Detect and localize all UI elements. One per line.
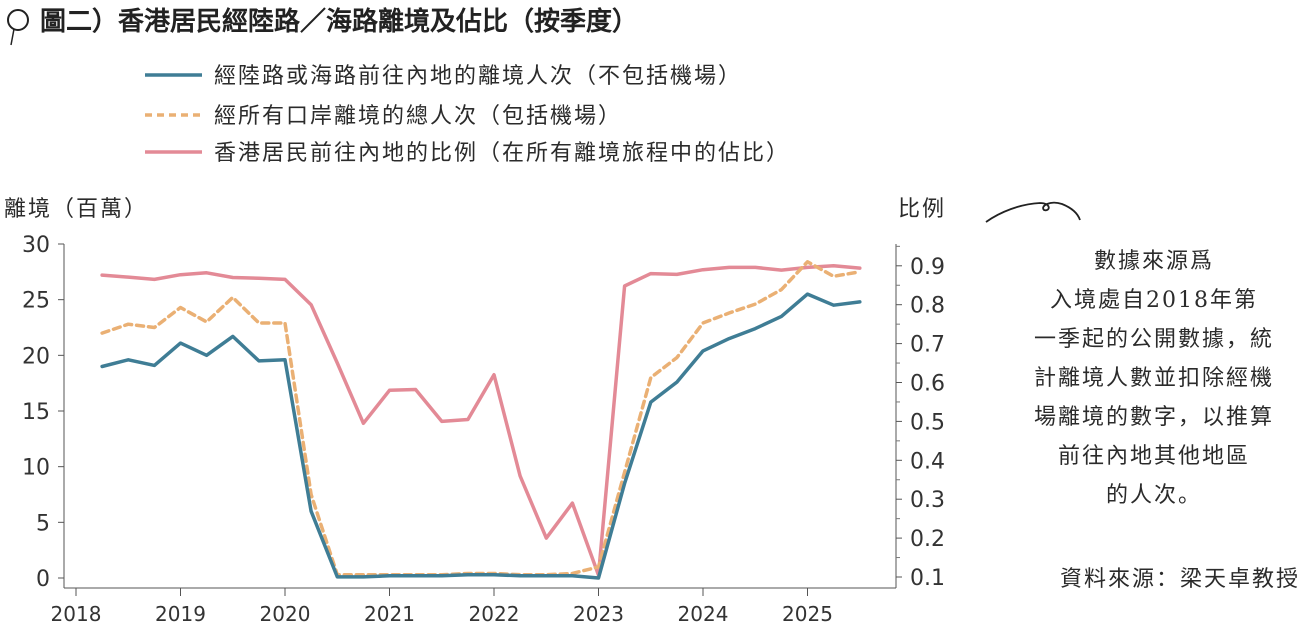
y-axis-right-label: 比例 bbox=[898, 197, 946, 222]
right-tick-label: 0.1 bbox=[910, 566, 945, 591]
squiggle-decoration-icon bbox=[985, 201, 1081, 223]
x-tick-label: 2019 bbox=[155, 602, 206, 626]
right-y-ticks: 0.1 0.2 0.3 0.4 0.5 0.6 0.7 0.8 0.9 bbox=[896, 245, 945, 591]
right-tick-label: 0.3 bbox=[910, 488, 945, 513]
right-tick-label: 0.9 bbox=[910, 255, 945, 280]
y-axis-left-label: 離境（百萬） bbox=[4, 197, 148, 222]
note-line: 一季起的公開數據，統 bbox=[1034, 327, 1274, 352]
x-tick-label: 2018 bbox=[51, 602, 102, 626]
title-marker-icon bbox=[7, 9, 29, 31]
x-tick-label: 2022 bbox=[469, 602, 520, 626]
left-tick-label: 0 bbox=[36, 567, 50, 592]
x-tick-label: 2020 bbox=[260, 602, 311, 626]
source-credit: 資料來源：梁天卓教授 bbox=[1060, 567, 1300, 592]
title-group: 圖二）香港居民經陸路／海路離境及佔比（按季度） bbox=[7, 6, 638, 46]
series-all-ports-line bbox=[100, 260, 862, 577]
legend-label-ratio: 香港居民前往內地的比例（在所有離境旅程中的佔比） bbox=[214, 141, 790, 166]
x-tick-label: 2021 bbox=[364, 602, 415, 626]
legend-label-land-sea: 經陸路或海路前往內地的離境人次（不包括機場） bbox=[214, 64, 742, 89]
left-tick-label: 5 bbox=[36, 511, 50, 536]
series-land-sea-line bbox=[100, 292, 862, 580]
note-line: 前往內地其他地區 bbox=[1058, 444, 1250, 469]
x-tick-label: 2023 bbox=[573, 602, 624, 626]
note-line: 計離境人數並扣除經機 bbox=[1034, 366, 1274, 391]
chart-title: 圖二）香港居民經陸路／海路離境及佔比（按季度） bbox=[40, 6, 638, 37]
left-tick-label: 15 bbox=[22, 400, 50, 425]
right-tick-label: 0.8 bbox=[910, 294, 945, 319]
left-tick-label: 25 bbox=[22, 289, 50, 314]
right-tick-label: 0.7 bbox=[910, 333, 945, 358]
legend: 經陸路或海路前往內地的離境人次（不包括機場） 經所有口岸離境的總人次（包括機場）… bbox=[145, 64, 790, 166]
x-ticks: 2018 2019 2020 2021 2022 2023 2024 2025 bbox=[51, 588, 833, 626]
left-tick-label: 10 bbox=[22, 456, 50, 481]
left-tick-label: 30 bbox=[22, 233, 50, 258]
note-line: 數據來源爲 bbox=[1094, 249, 1214, 274]
note-line: 場離境的數字，以推算 bbox=[1034, 405, 1274, 430]
title-marker-tail-icon bbox=[10, 28, 15, 46]
note-line: 入境處自2018年第 bbox=[1050, 288, 1258, 313]
right-tick-label: 0.5 bbox=[910, 410, 945, 435]
x-tick-label: 2025 bbox=[782, 602, 833, 626]
note-line: 的人次。 bbox=[1106, 483, 1202, 508]
series-ratio-line bbox=[100, 264, 862, 577]
series-layer bbox=[100, 260, 862, 580]
right-tick-label: 0.6 bbox=[910, 372, 945, 397]
data-source-note: 數據來源爲入境處自2018年第一季起的公開數據，統計離境人數並扣除經機場離境的數… bbox=[1034, 249, 1274, 508]
right-tick-label: 0.2 bbox=[910, 527, 945, 552]
x-tick-label: 2024 bbox=[678, 602, 729, 626]
legend-label-all-ports: 經所有口岸離境的總人次（包括機場） bbox=[214, 104, 622, 129]
right-tick-label: 0.4 bbox=[910, 449, 945, 474]
left-y-ticks: 0 5 10 15 20 25 30 bbox=[22, 233, 64, 592]
left-tick-label: 20 bbox=[22, 344, 50, 369]
